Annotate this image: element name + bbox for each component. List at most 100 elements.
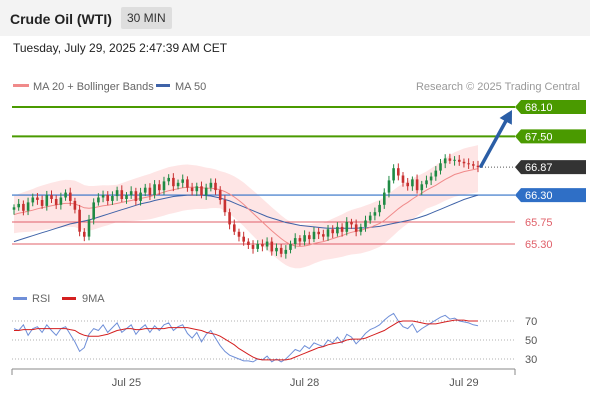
candle xyxy=(143,183,147,197)
x-tick-label: Jul 28 xyxy=(290,377,319,389)
candle xyxy=(415,174,419,194)
candle xyxy=(97,193,100,206)
candle xyxy=(336,222,339,237)
candle xyxy=(83,228,86,242)
chart-header: Crude Oil (WTI) 30 MIN xyxy=(0,0,590,36)
rsi-tick-label: 30 xyxy=(525,354,537,366)
price-chart: MA 20 + Bollinger Bands MA 50 Research ©… xyxy=(11,81,586,389)
resistance-1-tag: 67.50 xyxy=(515,129,586,144)
candle xyxy=(279,244,283,258)
candle xyxy=(237,228,241,242)
pivot-tag: 66.30 xyxy=(515,188,586,203)
candle xyxy=(200,181,203,199)
candle xyxy=(270,237,274,256)
candle xyxy=(261,239,264,252)
candle xyxy=(111,191,114,205)
candle xyxy=(326,224,330,241)
candle xyxy=(392,164,395,184)
candle xyxy=(204,183,208,200)
candle xyxy=(364,215,367,232)
forecast-arrow xyxy=(479,117,509,168)
candle xyxy=(139,187,142,206)
candle xyxy=(134,187,138,206)
rsi-tick-label: 70 xyxy=(525,316,537,328)
rsi-line xyxy=(13,312,479,363)
candle xyxy=(26,197,30,216)
candle xyxy=(429,172,433,186)
candle xyxy=(368,211,372,224)
candle xyxy=(106,191,109,206)
candle xyxy=(22,200,25,216)
candle xyxy=(340,223,344,237)
resistance-1-label: 67.50 xyxy=(525,131,553,143)
candle xyxy=(101,190,105,203)
candle xyxy=(434,166,438,181)
candle xyxy=(331,225,334,238)
candle xyxy=(162,176,166,195)
ma50-line xyxy=(13,194,479,243)
ma50-legend-label: MA 50 xyxy=(175,81,206,93)
candle xyxy=(406,177,409,191)
candle xyxy=(158,180,161,195)
candle xyxy=(256,240,259,252)
rsi-ma-legend-label: 9MA xyxy=(82,293,105,305)
candle xyxy=(312,227,316,243)
candle xyxy=(233,219,236,236)
candle xyxy=(359,223,363,236)
candle xyxy=(425,175,428,188)
candle xyxy=(69,187,72,206)
candle xyxy=(373,207,377,221)
candle xyxy=(129,186,133,199)
candle xyxy=(115,186,119,201)
timeframe-badge[interactable]: 30 MIN xyxy=(121,7,172,29)
rsi-legend-swatch xyxy=(13,297,27,300)
candle xyxy=(92,198,95,225)
x-tick-label: Jul 25 xyxy=(112,377,141,389)
candle xyxy=(59,192,63,210)
resistance-2-tag: 68.10 xyxy=(515,100,586,114)
candle xyxy=(397,163,400,181)
candle xyxy=(167,174,170,186)
current-price-tag: 66.87 xyxy=(515,160,586,175)
candle xyxy=(420,180,424,196)
current-price-label: 66.87 xyxy=(525,162,553,174)
forecast-arrowhead xyxy=(499,110,512,125)
candle xyxy=(120,185,124,203)
candle xyxy=(476,160,480,173)
candle xyxy=(148,183,152,200)
x-tick-label: Jul 29 xyxy=(449,377,478,389)
credit-label: Research © 2025 Trading Central xyxy=(416,81,580,93)
candle xyxy=(308,231,311,244)
candle xyxy=(317,227,320,240)
candle xyxy=(172,173,175,192)
candle xyxy=(265,237,269,251)
rsi-ma-line xyxy=(14,319,478,361)
candle xyxy=(443,154,447,169)
candle xyxy=(31,193,35,207)
ma20-legend-label: MA 20 + Bollinger Bands xyxy=(33,81,154,93)
candle xyxy=(195,182,199,196)
ma20-line xyxy=(13,168,479,247)
candle xyxy=(411,176,414,191)
candle xyxy=(289,240,292,254)
candle xyxy=(383,188,386,209)
candle xyxy=(223,195,227,216)
rsi-plot: 70 50 30 xyxy=(12,312,537,366)
time-axis: Jul 25 Jul 28 Jul 29 xyxy=(11,368,516,389)
candle xyxy=(12,204,16,215)
candle xyxy=(354,219,358,237)
candle xyxy=(153,180,156,199)
candle xyxy=(472,161,475,169)
candle xyxy=(214,178,217,195)
candle xyxy=(401,172,405,187)
rsi-legend-label: RSI xyxy=(32,293,50,305)
candle xyxy=(190,182,194,196)
candle xyxy=(458,155,461,166)
candle xyxy=(322,229,325,241)
candle xyxy=(350,218,353,229)
candle xyxy=(64,189,67,201)
ma50-legend-swatch xyxy=(156,84,170,87)
main-plot: 68.10 67.50 66.87 66.30 65.75 65.30 xyxy=(12,100,586,269)
candle xyxy=(247,238,250,250)
candle xyxy=(462,158,466,168)
